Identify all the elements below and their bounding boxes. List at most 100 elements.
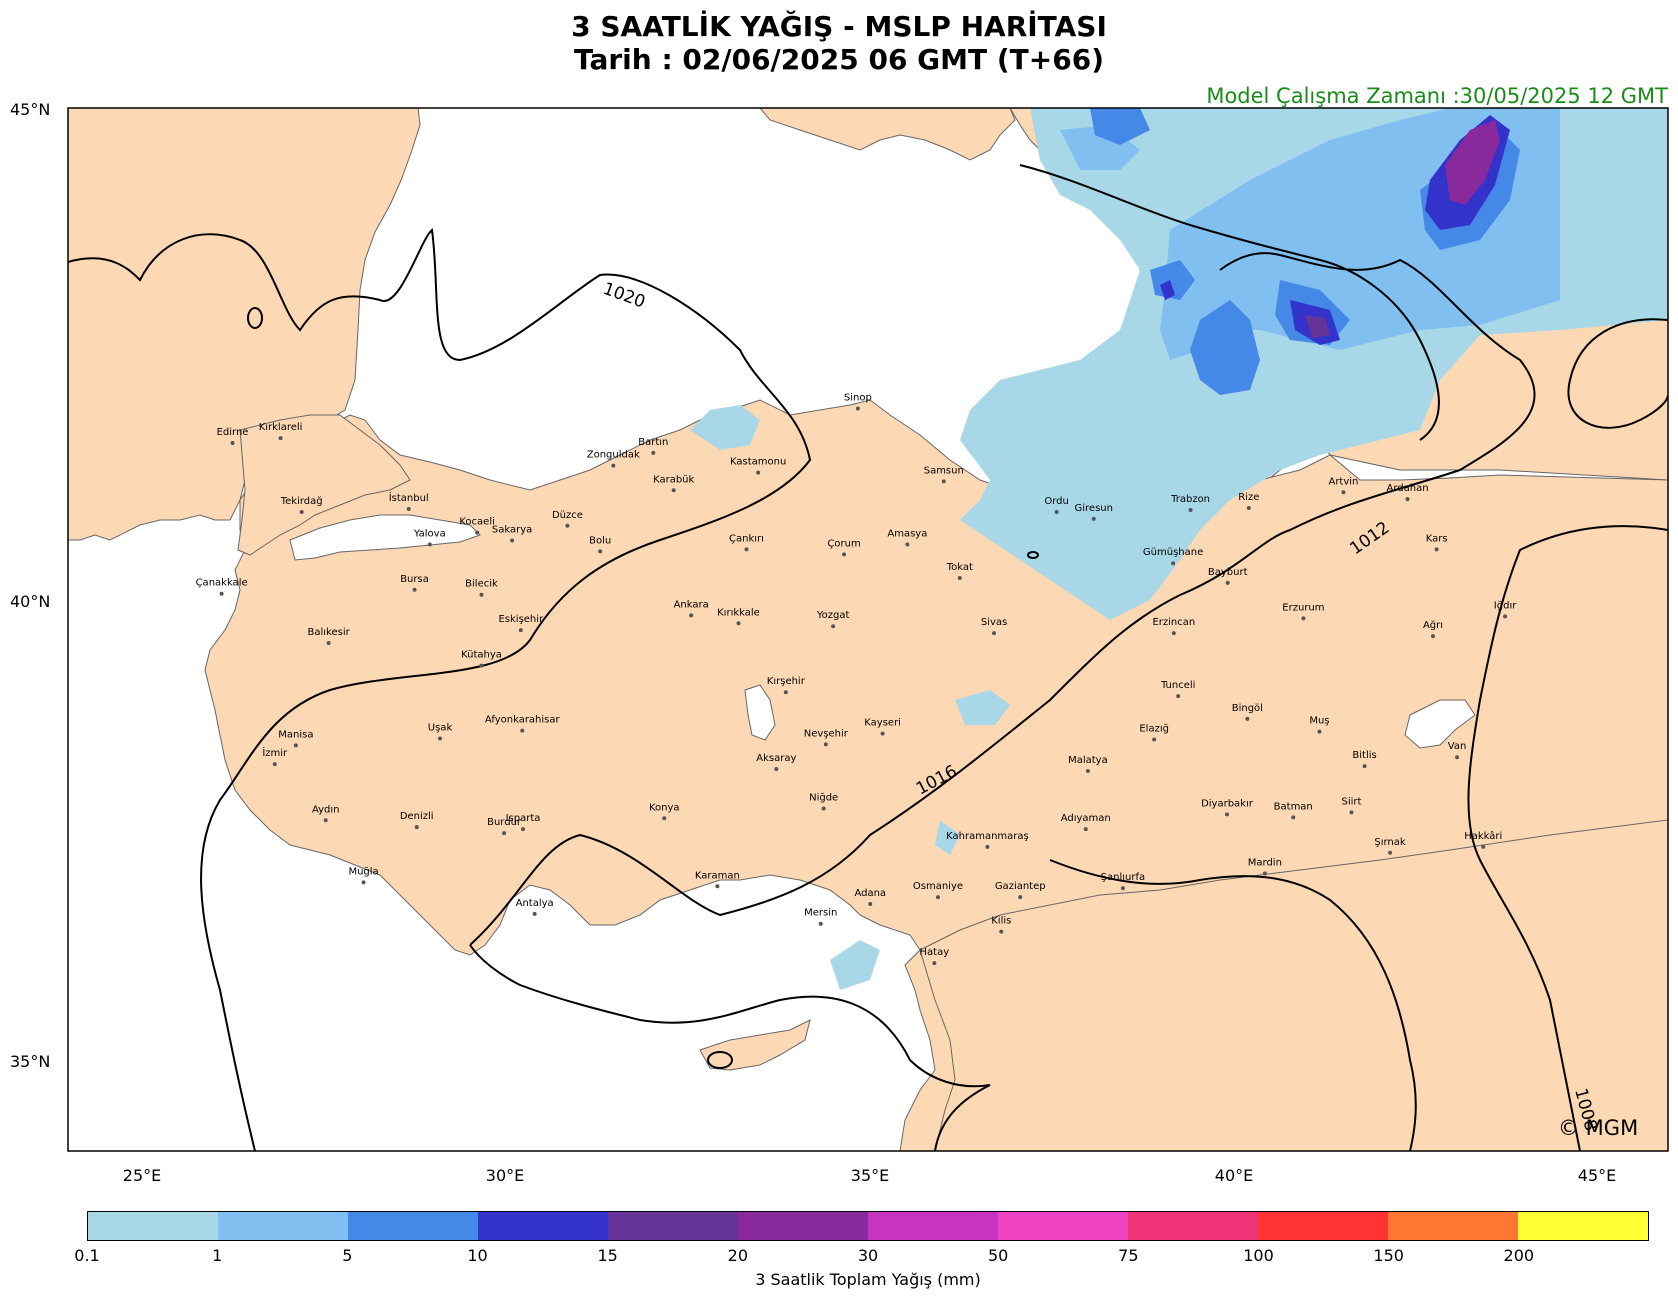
lat-label-40: 40°N [10, 592, 51, 611]
city-dot [985, 844, 990, 849]
lat-label-45: 45°N [10, 100, 51, 119]
colorbar [87, 1211, 1649, 1241]
city-dot [1481, 844, 1486, 849]
city-dot [565, 523, 570, 528]
city-label: Bursa [400, 574, 429, 585]
sea-marmara [289, 514, 481, 561]
city-dot [326, 640, 331, 645]
city-label: Bilecik [465, 579, 498, 590]
city-label: Malatya [1068, 755, 1108, 766]
land-crimea [759, 108, 1016, 161]
city-label: Yozgat [816, 610, 850, 621]
colorbar-tick: 1 [212, 1246, 223, 1265]
city-dot [1091, 516, 1096, 521]
city-dot [1388, 850, 1393, 855]
colorbar-tick: 150 [1373, 1246, 1404, 1265]
colorbar-tick: 5 [342, 1246, 353, 1265]
city-dot [1503, 614, 1508, 619]
lon-label-40: 40°E [1214, 1166, 1254, 1185]
city-dot [293, 743, 298, 748]
city-label: İstanbul [389, 491, 429, 504]
colorbar-label: 3 Saatlik Toplam Yağış (mm) [755, 1270, 981, 1289]
city-dot [1317, 729, 1322, 734]
city-label: Adana [854, 888, 886, 899]
city-dot [1152, 737, 1157, 742]
colorbar-bin [348, 1212, 478, 1240]
city-label: Yalova [413, 528, 446, 539]
city-label: Kilis [991, 916, 1011, 927]
colorbar-bin [88, 1212, 218, 1240]
city-dot [1171, 631, 1176, 636]
city-label: Tekirdağ [280, 495, 323, 507]
city-label: Batman [1274, 801, 1313, 812]
city-label: Aydın [312, 804, 340, 815]
colorbar-bin [478, 1212, 608, 1240]
city-label: Karaman [695, 870, 740, 881]
city-dot [475, 530, 480, 535]
city-label: Şırnak [1374, 837, 1406, 848]
city-label: Kastamonu [730, 457, 786, 468]
city-dot [1455, 755, 1460, 760]
colorbar-bin [608, 1212, 738, 1240]
city-dot [662, 816, 667, 821]
model-run-time: Model Çalışma Zamanı :30/05/2025 12 GMT [1206, 84, 1668, 108]
city-dot [1291, 815, 1296, 820]
lon-label-45: 45°E [1577, 1166, 1617, 1185]
city-dot [510, 538, 515, 543]
map-subtitle-date: Tarih : 02/06/2025 06 GMT (T+66) [573, 43, 1104, 76]
city-label: Kütahya [461, 650, 502, 661]
city-dot [1188, 508, 1193, 512]
city-dot [427, 542, 432, 547]
city-label: Antalya [516, 898, 554, 909]
city-label: Aksaray [756, 753, 796, 764]
city-label: Van [1448, 741, 1467, 752]
colorbar-tick: 10 [467, 1246, 488, 1265]
city-dot [1176, 694, 1181, 699]
city-dot [1431, 634, 1435, 639]
city-dot [219, 591, 224, 596]
city-label: Bartın [638, 437, 668, 448]
city-dot [999, 929, 1004, 934]
colorbar-bin [1258, 1212, 1388, 1240]
city-dot [1245, 716, 1250, 721]
city-label: Kocaeli [459, 517, 495, 528]
city-dot [651, 450, 656, 455]
city-label: Kırıkkale [717, 607, 760, 618]
map-frame [67, 107, 1669, 1152]
city-dot [783, 690, 788, 695]
city-dot [715, 884, 720, 889]
city-label: Çankırı [729, 533, 764, 544]
lat-label-35: 35°N [10, 1052, 51, 1071]
colorbar-bin [1128, 1212, 1258, 1240]
city-dot [520, 728, 525, 733]
city-label: Giresun [1075, 503, 1113, 514]
city-dot [744, 547, 749, 552]
city-label: Edirne [217, 427, 249, 438]
city-label: Nevşehir [804, 728, 849, 739]
city-dot [842, 552, 847, 557]
colorbar-bin [218, 1212, 348, 1240]
city-dot [868, 902, 873, 906]
city-dot [412, 587, 417, 592]
city-dot [756, 470, 761, 475]
city-label: Mersin [804, 908, 837, 919]
lon-label-25: 25°E [122, 1166, 162, 1185]
city-label: Balıkesir [308, 627, 351, 638]
city-label: Niğde [809, 791, 838, 803]
city-dot [905, 542, 910, 547]
colorbar-tick: 0.1 [74, 1246, 100, 1265]
city-dot [941, 479, 946, 484]
city-label: Çanakkale [196, 578, 248, 589]
city-label: Manisa [278, 729, 313, 740]
colorbar-bin [1388, 1212, 1518, 1240]
city-dot [932, 961, 937, 966]
city-label: Muğla [348, 865, 378, 877]
city-label: Gümüşhane [1143, 547, 1203, 558]
city-label: Bayburt [1208, 567, 1248, 578]
city-dot [502, 831, 507, 836]
city-label: Kayseri [864, 718, 901, 729]
city-label: Sakarya [492, 525, 532, 536]
city-label: İzmir [262, 746, 288, 759]
city-label: Hatay [920, 947, 950, 958]
city-label: Isparta [506, 813, 541, 824]
